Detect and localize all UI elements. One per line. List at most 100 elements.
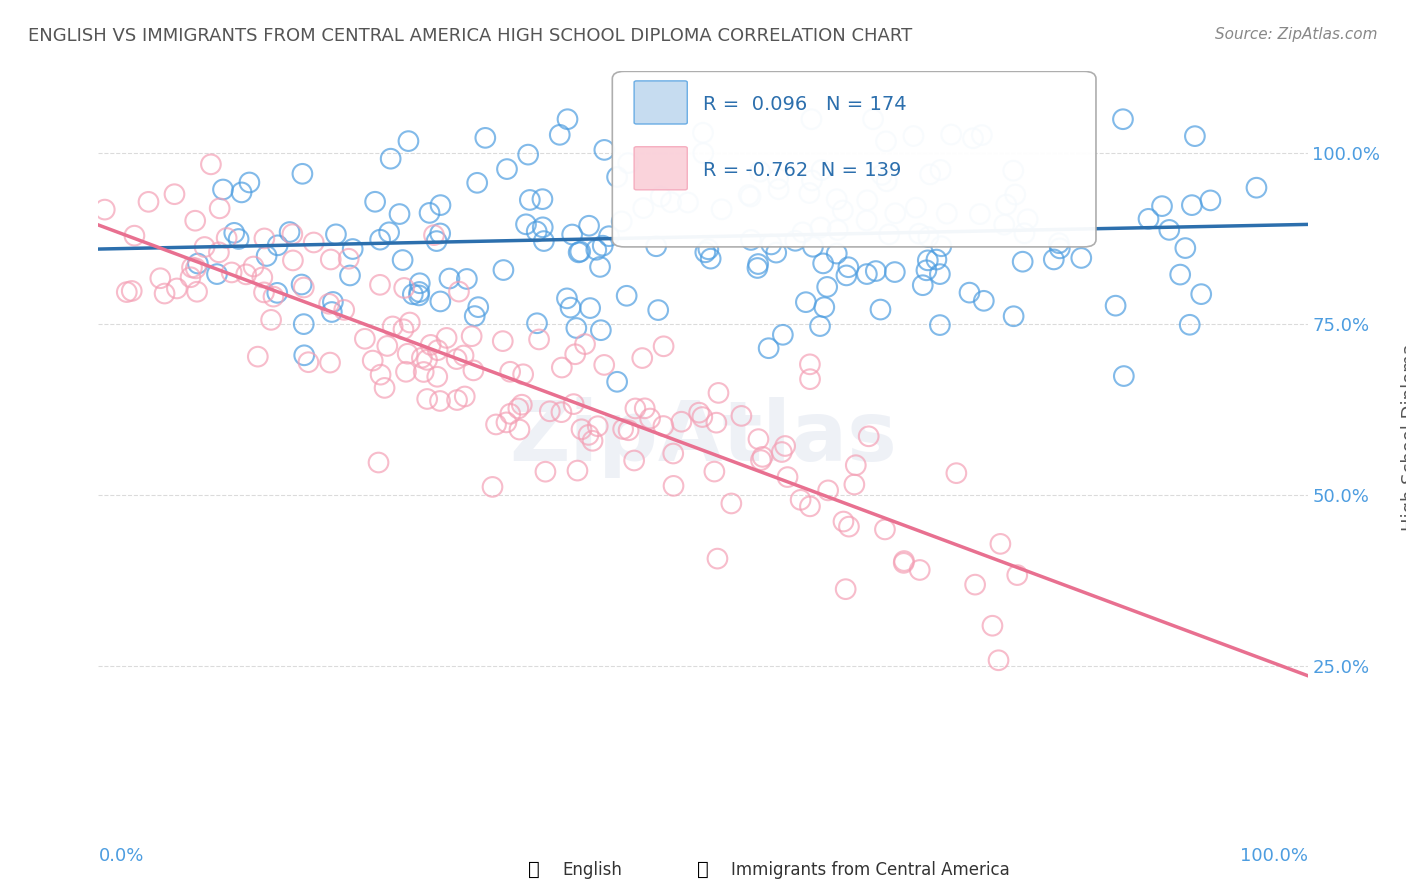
Point <box>706 551 728 566</box>
Point <box>815 280 838 294</box>
Point <box>517 147 540 161</box>
Point <box>388 207 411 221</box>
Point <box>1043 252 1066 267</box>
Point <box>662 479 685 493</box>
Point <box>402 287 425 301</box>
Point <box>645 239 668 253</box>
Point <box>832 515 855 529</box>
Point <box>447 285 470 299</box>
Point <box>322 295 344 310</box>
Point <box>408 285 430 299</box>
Point <box>465 176 488 190</box>
Point <box>794 295 817 310</box>
Point <box>862 112 884 127</box>
Point <box>231 186 253 200</box>
Point <box>776 470 799 484</box>
Point <box>688 406 710 420</box>
Point <box>460 329 482 343</box>
Point <box>1014 227 1036 241</box>
Point <box>419 338 441 352</box>
Point <box>695 245 717 260</box>
Point <box>381 319 404 334</box>
Point <box>538 404 561 418</box>
Point <box>426 343 449 358</box>
Point <box>586 419 609 434</box>
Point <box>831 203 853 218</box>
Point <box>838 519 860 533</box>
Point <box>652 419 675 434</box>
Point <box>792 226 814 240</box>
Point <box>811 256 834 270</box>
Point <box>766 171 789 186</box>
Point <box>765 245 787 260</box>
Point <box>917 230 939 244</box>
Point <box>758 341 780 355</box>
Point <box>550 405 572 419</box>
Point <box>153 286 176 301</box>
Point <box>751 450 773 464</box>
Point <box>454 389 477 403</box>
Point <box>592 238 614 252</box>
Point <box>215 231 238 245</box>
Point <box>200 157 222 171</box>
Point <box>911 278 934 293</box>
Point <box>1002 310 1025 324</box>
Point <box>368 277 391 292</box>
Point <box>593 358 616 372</box>
Point <box>392 281 415 295</box>
Point <box>354 332 377 346</box>
Point <box>893 556 915 570</box>
Point <box>453 349 475 363</box>
Point <box>652 339 675 353</box>
Point <box>1002 163 1025 178</box>
Point <box>557 112 579 127</box>
Text: 100.0%: 100.0% <box>1240 847 1308 865</box>
Point <box>221 265 243 279</box>
Point <box>519 193 541 207</box>
Point <box>1181 198 1204 212</box>
Point <box>184 261 207 276</box>
Point <box>692 146 714 161</box>
Point <box>928 267 950 281</box>
Point <box>800 173 823 187</box>
Text: R =  0.096   N = 174: R = 0.096 N = 174 <box>703 95 907 114</box>
Point <box>94 202 117 217</box>
Point <box>253 285 276 300</box>
Point <box>697 242 720 256</box>
Point <box>578 219 600 233</box>
Point <box>877 227 900 242</box>
Point <box>163 187 186 202</box>
Point <box>115 285 138 299</box>
Point <box>801 240 824 254</box>
Point <box>212 182 235 196</box>
Point <box>633 201 655 215</box>
Point <box>785 234 807 248</box>
Point <box>512 368 534 382</box>
Point <box>446 352 468 367</box>
Point <box>569 244 592 259</box>
Point <box>993 218 1015 232</box>
Point <box>436 331 458 345</box>
Point <box>263 290 285 304</box>
Point <box>659 195 682 210</box>
Point <box>981 618 1004 632</box>
Point <box>631 351 654 365</box>
Point <box>929 163 952 178</box>
Point <box>235 268 257 282</box>
Point <box>266 238 288 252</box>
Point <box>749 453 772 467</box>
Point <box>526 316 548 330</box>
Point <box>278 225 301 239</box>
Point <box>884 206 907 220</box>
Y-axis label: High School Diploma: High School Diploma <box>1402 343 1406 531</box>
Point <box>593 143 616 157</box>
Point <box>409 277 432 291</box>
FancyBboxPatch shape <box>634 81 688 124</box>
Point <box>749 164 772 178</box>
Point <box>837 260 859 275</box>
Point <box>508 423 530 437</box>
Point <box>260 313 283 327</box>
Point <box>291 167 314 181</box>
Point <box>856 267 879 281</box>
Point <box>375 339 398 353</box>
